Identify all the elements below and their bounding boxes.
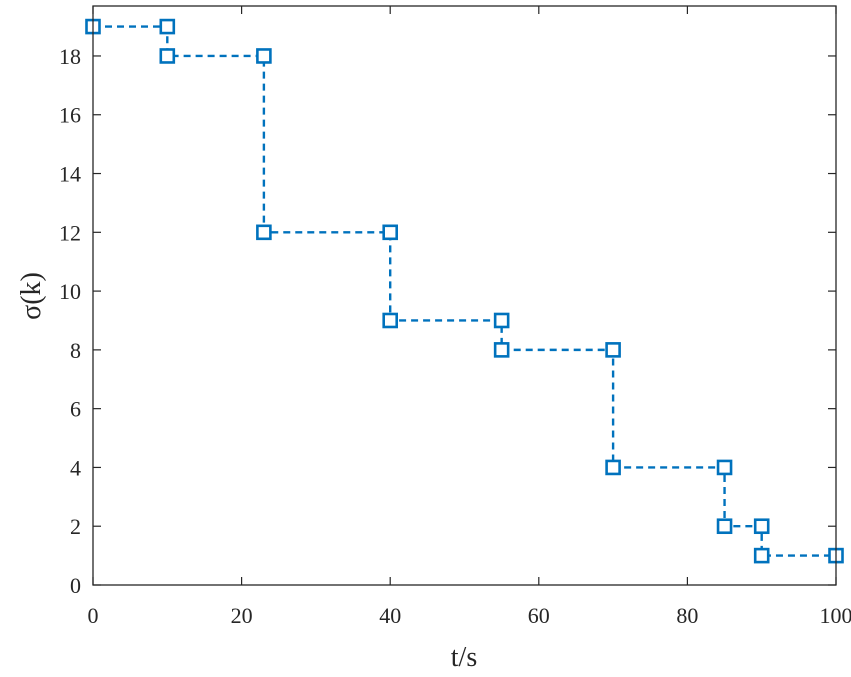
data-point-marker xyxy=(753,518,770,535)
data-point-marker xyxy=(716,518,733,535)
y-tick-label: 10 xyxy=(59,279,81,304)
plot-area xyxy=(93,6,836,585)
series-markers xyxy=(85,18,844,564)
axes-box xyxy=(92,5,837,586)
y-tick-label: 8 xyxy=(70,338,81,363)
data-point-marker xyxy=(493,342,510,358)
data-point-marker xyxy=(753,547,770,564)
data-point-marker xyxy=(716,459,733,476)
x-tick-label: 100 xyxy=(820,603,851,628)
data-point-marker xyxy=(256,224,272,241)
y-tick-label: 12 xyxy=(59,220,81,245)
y-tick-label: 16 xyxy=(59,103,81,128)
y-tick-label: 18 xyxy=(59,44,81,69)
data-point-marker xyxy=(159,18,176,35)
y-tick-label: 2 xyxy=(70,514,81,539)
x-axis-label: t/s xyxy=(451,642,477,673)
x-tick-label: 20 xyxy=(231,603,253,628)
data-point-marker xyxy=(382,224,399,241)
x-tick-label: 80 xyxy=(676,603,698,628)
y-tick-label: 6 xyxy=(70,397,81,422)
data-point-marker xyxy=(382,312,399,329)
y-tick-label: 0 xyxy=(70,573,81,598)
data-point-marker xyxy=(605,342,621,358)
x-axis-ticks: 0 20 40 60 80 100 xyxy=(88,6,851,628)
x-tick-label: 0 xyxy=(88,603,99,628)
y-tick-label: 14 xyxy=(59,162,81,187)
data-point-marker xyxy=(256,48,272,64)
y-axis-label: σ(k) xyxy=(16,272,47,320)
y-tick-label: 4 xyxy=(70,455,81,480)
x-tick-label: 60 xyxy=(528,603,550,628)
data-point-marker xyxy=(493,312,510,329)
data-point-marker xyxy=(159,48,176,64)
x-tick-label: 40 xyxy=(379,603,401,628)
data-point-marker xyxy=(605,459,621,476)
